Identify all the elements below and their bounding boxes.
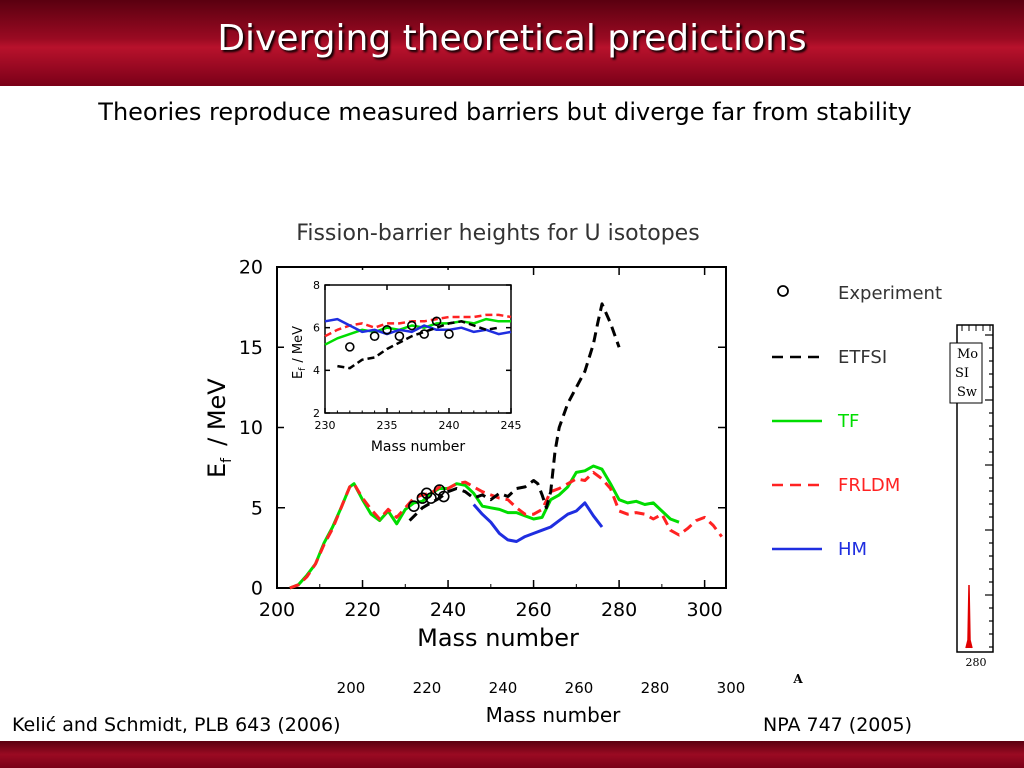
- background-x-axis-label: Mass number: [486, 703, 622, 727]
- inset-y-label-symbol: E: [291, 371, 306, 379]
- main-y-tick-label: 5: [251, 497, 263, 519]
- main-chart-title: Fission-barrier heights for U isotopes: [296, 221, 699, 246]
- inset-series-etfsi: [337, 320, 499, 370]
- background-chart: 200 220 240 260 280 300 Mass number A: [337, 672, 804, 727]
- inset-plot-frame: [324, 284, 512, 414]
- inset-x-tick-label: 235: [377, 419, 398, 432]
- background-x-tick-label: 300: [717, 679, 746, 697]
- inset-series: [324, 313, 512, 370]
- legend-tf-label: TF: [837, 411, 859, 432]
- inset-x-tick-label: 240: [439, 419, 460, 432]
- main-y-label-unit: / MeV: [203, 378, 231, 446]
- main-experiment-point: [425, 492, 437, 504]
- main-series: [289, 302, 723, 590]
- background-x-tick-label: 240: [489, 679, 518, 697]
- legend-experiment-marker: [777, 285, 789, 297]
- main-y-label-symbol: E: [203, 463, 231, 478]
- inset-experiment-point: [419, 329, 430, 339]
- background-axis-letter: A: [792, 672, 803, 686]
- inset-x-tick-label: 245: [501, 419, 522, 432]
- inset-y-tick-label: 2: [313, 407, 320, 420]
- main-series-etfsi: [408, 302, 621, 522]
- main-y-tick-label: 0: [251, 578, 263, 600]
- main-x-tick-label: 300: [686, 599, 722, 621]
- background-x-tick-label: 220: [413, 679, 442, 697]
- background-x-tick-label: 260: [565, 679, 594, 697]
- legend-experiment-label: Experiment: [838, 283, 942, 304]
- chart-legend: Experiment ETFSI TF FRLDM HM: [772, 283, 942, 560]
- title-bar: Diverging theoretical predictions: [0, 0, 1024, 86]
- inset-y-tick-label: 6: [313, 322, 320, 335]
- slide-title: Diverging theoretical predictions: [217, 18, 807, 59]
- right-partial-legend-box: [949, 342, 983, 404]
- main-y-tick-label: 15: [239, 337, 263, 359]
- bottom-bar: [0, 741, 1024, 768]
- inset-experiment-point: [369, 331, 380, 342]
- inset-series-hm: [324, 317, 512, 336]
- inset-chart: 230 235 240 245 2 4 6 8 Mass number Ef / MeV: [284, 270, 524, 455]
- inset-experiment-point: [344, 342, 355, 352]
- inset-experiment-point: [382, 324, 392, 335]
- main-x-tick-label: 200: [259, 599, 295, 621]
- main-x-tick-label: 280: [601, 599, 637, 621]
- inset-experiment-point: [444, 329, 454, 339]
- svg-text:Ef/ MeV: Ef / MeV: [291, 326, 308, 379]
- background-x-tick-labels: 200 220 240 260 280 300: [337, 679, 746, 697]
- background-x-tick-label: 200: [337, 679, 366, 697]
- right-partial-red-peak: [965, 584, 973, 649]
- main-y-tick-label: 10: [239, 417, 263, 439]
- inset-x-axis-label: Mass number: [371, 439, 466, 455]
- inset-axis-ticks: 230 235 240 245 2 4 6 8: [313, 279, 522, 432]
- right-partial-tick-label: 280: [966, 656, 987, 669]
- legend-hm-label: HM: [838, 539, 867, 560]
- main-experiment-point: [437, 490, 450, 503]
- citation-left: Kelić and Schmidt, PLB 643 (2006): [12, 714, 341, 736]
- main-series-frldm: [289, 470, 723, 590]
- slide-subtitle: Theories reproduce measured barriers but…: [98, 98, 912, 126]
- inset-series-tf: [324, 317, 511, 346]
- main-series-hm: [472, 501, 604, 543]
- chart-canvas: 200 220 240 260 280 300 Mass number A Mo SI S…: [203, 221, 994, 727]
- inset-y-tick-label: 4: [313, 364, 320, 377]
- inset-experiment-point: [406, 320, 417, 331]
- right-legend-fragment-mo: Mo: [957, 347, 978, 362]
- main-y-label-sub: f: [219, 457, 235, 463]
- citation-right: NPA 747 (2005): [763, 714, 912, 736]
- inset-y-axis-label: Ef / MeV: [291, 326, 308, 379]
- main-x-tick-label: 240: [430, 599, 466, 621]
- inset-y-label-unit: / MeV: [291, 326, 306, 363]
- inset-y-label-sub: f: [298, 367, 308, 371]
- main-y-axis-label: Ef / MeV: [203, 378, 235, 478]
- inset-x-tick-label: 230: [315, 419, 336, 432]
- right-legend-fragment-sw: Sw: [957, 385, 977, 400]
- inset-y-tick-label: 8: [313, 279, 320, 292]
- main-x-axis-label: Mass number: [417, 624, 579, 652]
- inset-experiment-point: [394, 331, 405, 342]
- right-partial-ticks: [961, 325, 993, 648]
- inset-experiment-point: [431, 316, 442, 327]
- legend-frldm-label: FRLDM: [838, 475, 900, 496]
- main-experiment-point: [408, 500, 420, 512]
- legend-etfsi-label: ETFSI: [838, 347, 887, 368]
- background-x-tick-label: 280: [641, 679, 670, 697]
- main-x-tick-label: 260: [515, 599, 551, 621]
- main-x-tick-label: 220: [344, 599, 380, 621]
- right-partial-chart: Mo SI Sw 280: [949, 324, 994, 669]
- main-y-tick-label: 20: [239, 257, 263, 279]
- main-series-tf: [289, 464, 680, 590]
- inset-series-frldm: [324, 313, 512, 338]
- right-legend-fragment-si: SI: [955, 366, 969, 381]
- main-axis-ticks: 200 220 240 260 280 300 0 5 10 15 20: [239, 257, 726, 621]
- svg-text:Ef/ MeV: Ef / MeV: [203, 378, 235, 478]
